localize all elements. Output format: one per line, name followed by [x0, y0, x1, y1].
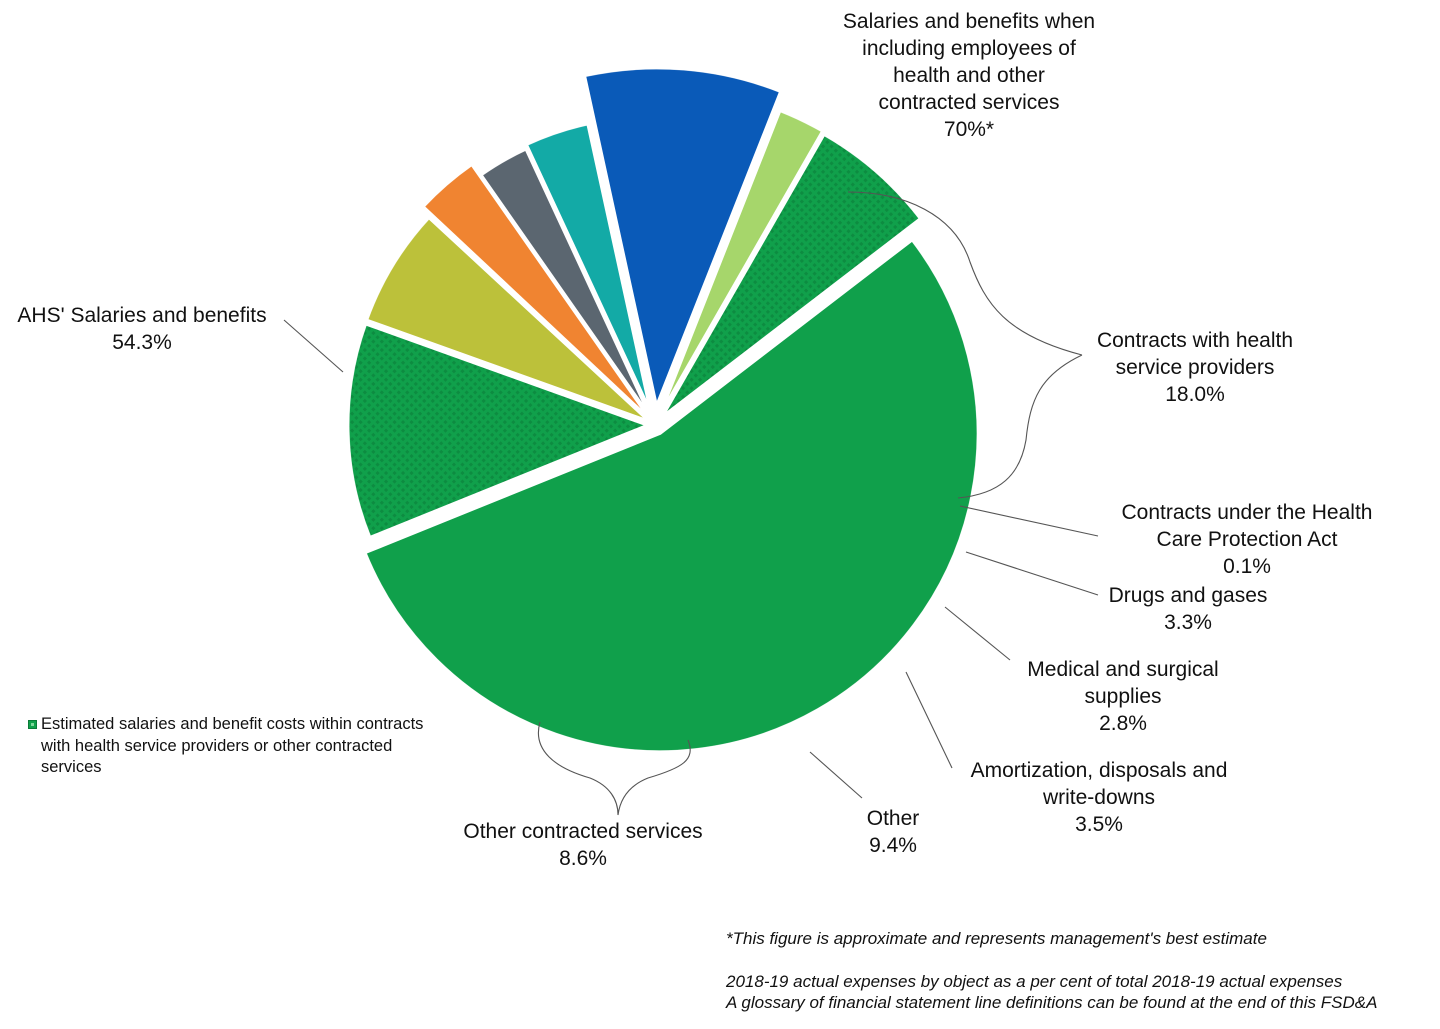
leader-hcpa: [959, 505, 1099, 537]
label-csp: Contracts with health service providers 18…: [1097, 329, 1293, 406]
label-other: Other 9.4%: [867, 807, 920, 857]
slice-labels: Salaries and benefits when including empl…: [17, 10, 1372, 870]
legend-entry: Estimated salaries and benefit costs wit…: [41, 715, 424, 776]
legend: Estimated salaries and benefit costs wit…: [28, 714, 448, 779]
label-csp-line: 18.0%: [1165, 383, 1225, 406]
label-other-line: Other: [867, 807, 920, 830]
label-drugs: Drugs and gases 3.3%: [1109, 584, 1268, 634]
label-hcpa: Contracts under the Health Care Protectio…: [1122, 501, 1373, 578]
label-salaries-incl: Salaries and benefits when including empl…: [843, 10, 1095, 141]
pie-slice-rim-amort: [526, 122, 588, 146]
label-ahs: AHS' Salaries and benefits 54.3%: [17, 304, 266, 354]
label-ahs-line: 54.3%: [112, 331, 172, 354]
label-med-line: Medical and surgical: [1027, 658, 1218, 681]
footnote-estimate: *This figure is approximate and represen…: [726, 929, 1267, 948]
pie-slice-rim-ahs: [363, 239, 980, 754]
leader-lines: [283, 191, 1099, 816]
pie-slice-rim-csp: [365, 216, 430, 321]
brace-csp: [957, 354, 1083, 499]
pie-slice-rim-hcpa: [420, 206, 424, 210]
label-amort-line: Amortization, disposals and: [971, 759, 1228, 782]
label-salaries-incl-line: 70%*: [944, 118, 994, 141]
label-ocs: Other contracted services 8.6%: [463, 820, 702, 870]
footnote-line-1: 2018-19 actual expenses by object as a p…: [726, 972, 1343, 991]
leader-drugs: [965, 551, 1099, 596]
pie-slices: [346, 66, 980, 754]
label-salaries-incl-line: Salaries and benefits when: [843, 10, 1095, 33]
pie-slice-rim-est_csp: [346, 323, 372, 538]
leader-med: [944, 606, 1011, 661]
label-hcpa-line: 0.1%: [1223, 555, 1271, 578]
label-salaries-incl-line: health and other: [893, 64, 1045, 87]
pie-slice-rim-oth_nonsal: [779, 109, 824, 133]
pie-slice-rim-est_ocs: [823, 133, 922, 220]
legend-pattern-swatch-icon: [28, 720, 37, 729]
pie-slice-rim-drugs: [422, 163, 473, 208]
label-amort: Amortization, disposals and write-downs 3.…: [971, 759, 1228, 836]
brace-salaries-incl: [847, 191, 1083, 356]
leader-amort: [905, 671, 953, 769]
pie-slice-rim-med: [480, 147, 527, 177]
label-ahs-line: AHS' Salaries and benefits: [17, 304, 266, 327]
label-amort-line: 3.5%: [1075, 813, 1123, 836]
label-csp-line: service providers: [1116, 356, 1275, 379]
label-med: Medical and surgical supplies 2.8%: [1027, 658, 1218, 735]
footnote-line-2: A glossary of financial statement line d…: [726, 993, 1378, 1012]
label-ocs-line: Other contracted services: [463, 820, 702, 843]
label-salaries-incl-line: including employees of: [862, 37, 1076, 60]
label-salaries-incl-line: contracted services: [879, 91, 1060, 114]
label-med-line: 2.8%: [1099, 712, 1147, 735]
label-med-line: supplies: [1084, 685, 1161, 708]
label-other-line: 9.4%: [869, 834, 917, 857]
leader-other: [809, 751, 863, 799]
label-amort-line: write-downs: [1042, 786, 1155, 809]
label-csp-line: Contracts with health: [1097, 329, 1293, 352]
label-hcpa-line: Care Protection Act: [1157, 528, 1338, 551]
brace-ocs: [537, 721, 691, 816]
label-drugs-line: Drugs and gases: [1109, 584, 1268, 607]
label-hcpa-line: Contracts under the Health: [1122, 501, 1373, 524]
leader-ahs: [283, 319, 344, 373]
footnotes: *This figure is approximate and represen…: [726, 928, 1436, 1013]
label-ocs-line: 8.6%: [559, 847, 607, 870]
label-drugs-line: 3.3%: [1164, 611, 1212, 634]
pie-slice-rim-other: [584, 66, 781, 93]
